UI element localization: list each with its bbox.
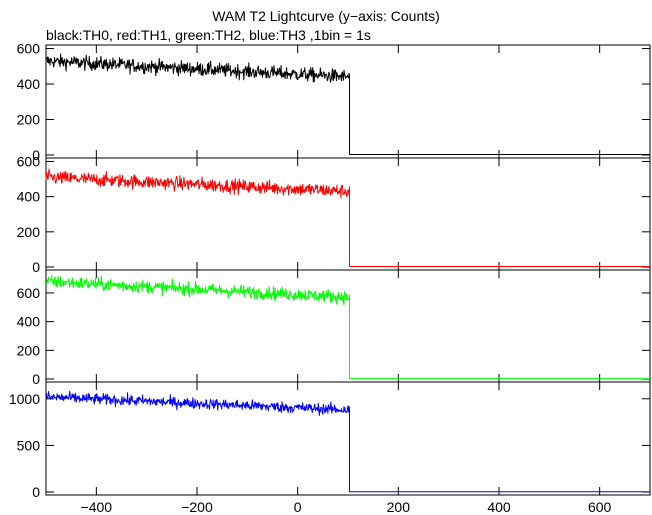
x-tick-label: −200 — [181, 499, 213, 515]
series-line-TH3 — [45, 390, 650, 493]
y-tick-label-TH0: 600 — [17, 41, 41, 57]
y-tick-label-TH1: 0 — [32, 259, 40, 275]
x-tick-label: 200 — [387, 499, 411, 515]
y-tick-label-TH3: 0 — [32, 484, 40, 500]
y-tick-label-TH3: 1000 — [9, 391, 40, 407]
series-line-TH1 — [45, 168, 650, 267]
panel-frame-TH1 — [45, 157, 651, 271]
y-tick-label-TH2: 600 — [17, 285, 41, 301]
y-tick-label-TH2: 200 — [17, 342, 41, 358]
y-tick-label-TH1: 400 — [17, 189, 41, 205]
y-tick-label-TH0: 0 — [32, 147, 40, 163]
x-tick-label: 0 — [294, 499, 302, 515]
x-tick-label: 600 — [588, 499, 612, 515]
y-tick-label-TH2: 400 — [17, 314, 41, 330]
y-tick-label-TH1: 600 — [17, 154, 41, 170]
series-line-TH0 — [45, 53, 650, 155]
y-tick-label-TH2: 0 — [32, 371, 40, 387]
y-tick-label-TH0: 200 — [17, 112, 41, 128]
y-tick-label-TH3: 500 — [17, 437, 41, 453]
chart-subtitle: black:TH0, red:TH1, green:TH2, blue:TH3 … — [46, 27, 371, 43]
series-line-TH2 — [45, 275, 650, 380]
chart-title: WAM T2 Lightcurve (y−axis: Counts) — [212, 8, 440, 24]
x-tick-label: −400 — [81, 499, 113, 515]
panel-frame-TH3 — [45, 381, 651, 496]
y-tick-label-TH1: 200 — [17, 224, 41, 240]
x-tick-label: 400 — [487, 499, 511, 515]
y-tick-label-TH0: 400 — [17, 76, 41, 92]
panel-frame-TH0 — [45, 44, 651, 159]
